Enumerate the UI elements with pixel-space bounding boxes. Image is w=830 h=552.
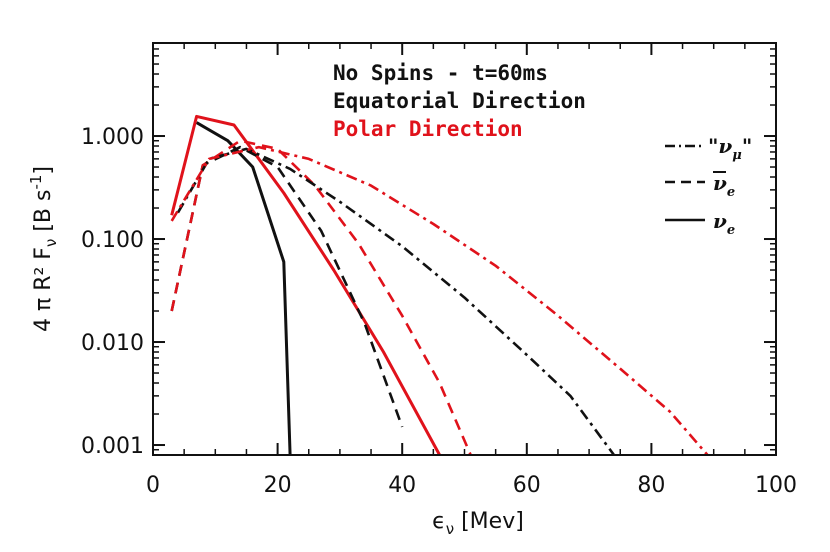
y-axis-title: 4 π R² Fν [B s-1] [27, 166, 60, 332]
legend: "νμ" νe νe [665, 134, 752, 238]
annotation-title: No Spins - t=60ms [333, 61, 548, 85]
x-tick-label: 60 [513, 473, 541, 498]
annotation-polar: Polar Direction [333, 117, 523, 141]
legend-label-numu: "νμ" [708, 134, 752, 163]
series-line-nu_mu-polar [170, 145, 709, 455]
series-line-nu_e-polar [170, 114, 441, 455]
x-tick-label: 80 [637, 473, 665, 498]
x-axis-title: ϵν [Mev] [432, 509, 524, 538]
legend-label-antinue: νe [713, 171, 735, 200]
legend-label-nue: νe [713, 209, 735, 238]
y-tick-label: 0.010 [81, 331, 144, 356]
series-line-nu_e-equatorial [195, 121, 292, 455]
x-tick-label: 40 [388, 473, 416, 498]
x-tick-label: 0 [146, 473, 160, 498]
y-tick-label: 0.100 [81, 228, 144, 253]
x-tick-label: 100 [755, 473, 797, 498]
series-line-anti-nu_e-polar [170, 139, 472, 455]
y-tick-label: 1.000 [81, 125, 144, 150]
series-line-nu_mu-equatorial [176, 147, 616, 455]
annotation-equatorial: Equatorial Direction [333, 89, 586, 113]
y-tick-label: 0.001 [81, 434, 144, 459]
x-tick-label: 20 [264, 473, 292, 498]
